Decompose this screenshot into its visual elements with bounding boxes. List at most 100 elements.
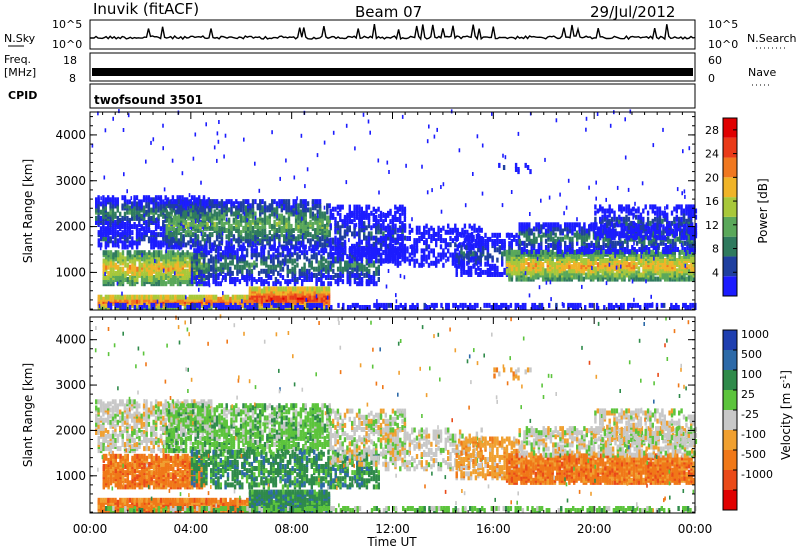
- heatmap-cell: [365, 204, 368, 210]
- heatmap-cell: [184, 219, 188, 225]
- heatmap-cell: [114, 250, 117, 256]
- heatmap-cell: [358, 256, 361, 262]
- heatmap-cell: [150, 294, 153, 300]
- heatmap-cell: [525, 258, 528, 263]
- heatmap-cell: [515, 249, 518, 255]
- heatmap-cell: [194, 203, 197, 209]
- heatmap-cell: [508, 249, 511, 255]
- heatmap-cell: [259, 199, 262, 205]
- heatmap-cell: [131, 215, 134, 221]
- heatmap-cell: [199, 199, 202, 205]
- cpid-label: CPID: [8, 89, 37, 102]
- heatmap-cell: [382, 225, 385, 231]
- heatmap-cell: [332, 268, 335, 274]
- heatmap-cell: [314, 199, 317, 205]
- heatmap-cell: [310, 254, 313, 260]
- heatmap-cell: [177, 199, 180, 205]
- heatmap-cell: [192, 205, 195, 211]
- heatmap-cell: [224, 294, 227, 300]
- power-heatmap: [91, 109, 698, 310]
- heatmap-cell: [377, 264, 380, 270]
- heatmap-cell: [104, 205, 107, 211]
- heatmap-cell: [131, 258, 134, 264]
- heatmap-cell: [172, 244, 176, 250]
- heatmap-cell: [262, 279, 266, 285]
- heatmap-cell: [155, 250, 158, 256]
- heatmap-cell: [205, 275, 208, 280]
- heatmap-cell: [208, 240, 212, 246]
- heatmap-cell: [148, 250, 151, 256]
- heatmap-cell: [111, 207, 115, 213]
- heatmap-cell: [261, 217, 264, 223]
- heatmap-cell: [363, 221, 366, 227]
- heatmap-cell: [128, 240, 132, 246]
- heatmap-cell: [510, 249, 514, 255]
- heatmap-cell: [442, 238, 445, 244]
- heatmap-cell: [131, 254, 134, 260]
- heatmap-cell: [391, 214, 395, 220]
- heatmap-cell: [182, 201, 185, 207]
- heatmap-cell: [196, 209, 200, 215]
- heatmap-cell: [272, 281, 275, 287]
- heatmap-cell: [202, 294, 206, 300]
- heatmap-cell: [308, 258, 311, 264]
- heatmap-cell: [389, 248, 392, 254]
- heatmap-cell: [363, 245, 366, 251]
- heatmap-cell: [308, 286, 312, 292]
- heatmap-cell: [251, 207, 255, 213]
- heatmap-cell: [262, 248, 266, 254]
- heatmap-cell: [281, 275, 285, 280]
- heatmap-cell: [541, 262, 545, 268]
- heatmap-cell: [208, 207, 212, 213]
- heatmap-cell: [444, 252, 447, 258]
- heatmap-cell: [269, 254, 273, 260]
- heatmap-cell: [384, 225, 388, 231]
- heatmap-cell: [124, 270, 127, 276]
- nsearch-tick-bottom: 10^0: [708, 38, 738, 51]
- heatmap-cell: [227, 230, 231, 236]
- heatmap-cell: [242, 225, 245, 231]
- heatmap-cell: [503, 267, 506, 273]
- heatmap-cell: [184, 272, 187, 278]
- heatmap-cell: [260, 268, 263, 274]
- heatmap-cell: [268, 203, 271, 209]
- heatmap-cell: [510, 232, 513, 238]
- heatmap-cell: [544, 268, 547, 274]
- heatmap-cell: [244, 234, 248, 240]
- heatmap-cell: [477, 239, 480, 244]
- heatmap-cell: [192, 217, 195, 223]
- heatmap-cell: [196, 223, 200, 229]
- heatmap-cell: [360, 206, 363, 212]
- heatmap-cell: [111, 195, 115, 201]
- heatmap-cell: [196, 199, 200, 205]
- heatmap-cell: [334, 279, 337, 285]
- heatmap-cell: [317, 250, 321, 256]
- heatmap-cell: [233, 277, 237, 282]
- heatmap-cell: [439, 252, 443, 258]
- heatmap-cell: [165, 199, 168, 205]
- heatmap-cell: [189, 236, 192, 242]
- heatmap-cell: [213, 225, 216, 231]
- heatmap-cell: [279, 272, 282, 278]
- heatmap-cell: [126, 277, 129, 282]
- heatmap-cell: [97, 195, 100, 201]
- heatmap-cell: [218, 240, 221, 246]
- heatmap-cell: [250, 268, 254, 274]
- heatmap-cell: [109, 250, 113, 256]
- heatmap-cell: [444, 229, 447, 235]
- heatmap-cell: [454, 248, 457, 254]
- heatmap-cell: [212, 256, 215, 262]
- heatmap-cell: [187, 221, 190, 227]
- heatmap-cell: [257, 277, 261, 282]
- heatmap-cell: [224, 246, 227, 252]
- heatmap-cell: [152, 203, 155, 209]
- heatmap-cell: [145, 252, 149, 258]
- heatmap-cell: [486, 267, 490, 273]
- heatmap-cell: [145, 300, 148, 306]
- heatmap-cell: [261, 205, 264, 211]
- heatmap-cell: [379, 252, 383, 258]
- heatmap-cell: [365, 258, 369, 264]
- heatmap-cell: [399, 227, 402, 233]
- heatmap-cell: [231, 294, 235, 300]
- heatmap-cell: [150, 207, 153, 213]
